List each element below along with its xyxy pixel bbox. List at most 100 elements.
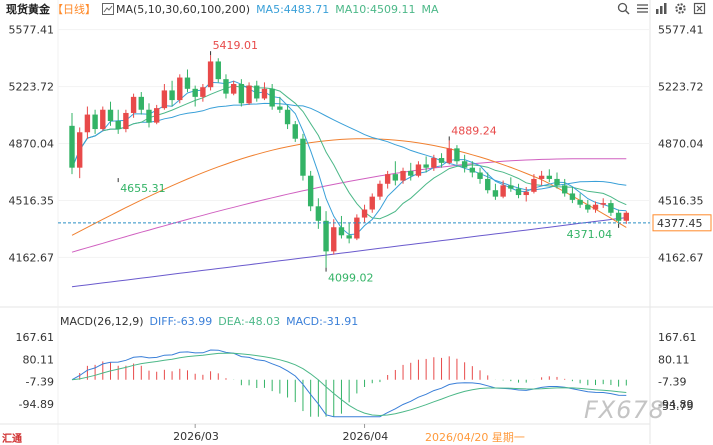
chart-icon[interactable] [654, 2, 669, 15]
candle-body [531, 178, 537, 192]
candle-body [384, 174, 391, 184]
ma10-line [71, 85, 627, 220]
candle-body [277, 106, 283, 110]
ma10-value: MA10:4509.11 [335, 2, 416, 16]
search-icon[interactable] [616, 2, 631, 15]
ma-more: MA [421, 2, 439, 16]
candle-body [284, 109, 291, 125]
candle-body [346, 235, 352, 239]
current-price-label: 4377.45 [657, 217, 703, 230]
candle-body [562, 185, 568, 194]
candle-body [331, 227, 337, 252]
expand-icon[interactable] [692, 2, 707, 15]
candle-body [623, 212, 629, 221]
candle-body [569, 193, 576, 200]
candle-body [377, 183, 383, 197]
ma5-line [71, 80, 627, 236]
y-tick-right: 4516.35 [658, 194, 704, 207]
ma200-line [71, 217, 627, 288]
y-tick-left: 5577.41 [9, 24, 55, 37]
macd-value: MACD:-31.91 [286, 314, 359, 328]
annotation-high: 5419.01 [213, 39, 259, 52]
macd-dea-value: DEA:-48.03 [218, 314, 281, 328]
candle-body [508, 185, 514, 189]
x-tick-label: 2026/03 [173, 430, 219, 443]
list-icon[interactable] [635, 2, 650, 15]
candle-body [461, 161, 468, 168]
candle-body [161, 90, 168, 109]
macd-y-tick-left: 80.11 [23, 353, 55, 366]
macd-y-tick-right: 167.61 [658, 331, 697, 344]
y-tick-left: 4516.35 [9, 194, 55, 207]
candle-body [192, 88, 198, 97]
y-tick-left: 5223.72 [9, 81, 55, 94]
annotation-low: 4099.02 [328, 272, 374, 285]
candle-body [554, 178, 560, 186]
candle-body [92, 114, 98, 130]
chart-header: 现货黄金 【日线】 MA(5,10,30,60,100,200) MA5:448… [6, 1, 445, 17]
candle-body [230, 83, 237, 94]
candle-body [207, 61, 214, 88]
macd-label: MACD(26,12,9) [60, 314, 144, 328]
macd-header: MACD(26,12,9) DIFF:-63.99 DEA:-48.03 MAC… [60, 314, 364, 328]
candle-body [246, 85, 252, 104]
macd-current-label: -53.79 [658, 400, 693, 413]
macd-y-tick-right: -7.39 [658, 376, 686, 389]
candle-body [100, 109, 106, 130]
candle-body [123, 112, 129, 130]
candle-body [438, 158, 445, 163]
ma5-value: MA5:4483.71 [256, 2, 330, 16]
period-label[interactable]: 【日线】 [52, 3, 96, 16]
candle-body [477, 172, 483, 179]
candle-body [215, 61, 221, 80]
toolbar-icons [616, 2, 707, 15]
annotation-low: 4371.04 [567, 228, 613, 241]
date-chip: 2026/04/20 星期一 [425, 431, 525, 444]
macd-dea-line [71, 352, 627, 417]
candle-body [431, 158, 437, 168]
candle-body [84, 114, 91, 133]
candle-body [338, 227, 345, 236]
ma100-line [71, 158, 627, 253]
candle-body [492, 190, 499, 197]
candle-body [300, 138, 306, 176]
y-tick-right: 5223.72 [658, 81, 704, 94]
candle-body [184, 77, 191, 89]
candle-body [369, 196, 375, 210]
candle-body [138, 96, 144, 110]
candle-body [269, 88, 275, 107]
candle-body [585, 204, 591, 210]
candle-body [153, 108, 160, 123]
macd-diff-value: DIFF:-63.99 [149, 314, 213, 328]
annotation-low: 4655.31 [120, 182, 165, 195]
candle-body [130, 96, 137, 113]
candle-body [408, 170, 414, 176]
y-tick-right: 4162.67 [658, 251, 704, 264]
candle-body [261, 88, 268, 99]
candle-body [354, 217, 360, 239]
candle-body [469, 167, 476, 173]
logo: 汇通 [2, 434, 22, 445]
macd-y-tick-right: -94.89 [658, 398, 693, 411]
gear-icon[interactable] [673, 2, 688, 15]
candle-body [485, 178, 491, 191]
y-tick-left: 4870.04 [9, 138, 55, 151]
candle-body [423, 164, 429, 168]
candle-body [307, 175, 314, 207]
candle-body [577, 199, 583, 205]
candle-body [146, 109, 152, 123]
candle-body [169, 90, 175, 101]
y-tick-left: 4162.67 [9, 251, 55, 264]
indicator-icon[interactable] [102, 3, 114, 15]
y-tick-right: 4870.04 [658, 138, 704, 151]
candle-body [69, 125, 75, 168]
candle-body [361, 209, 368, 218]
candle-body [323, 220, 329, 252]
candle-body [500, 185, 506, 197]
candle-body [523, 191, 529, 196]
candle-body [254, 85, 260, 99]
candle-body [515, 188, 522, 196]
candle-body [238, 83, 245, 104]
candle-body [292, 124, 298, 139]
